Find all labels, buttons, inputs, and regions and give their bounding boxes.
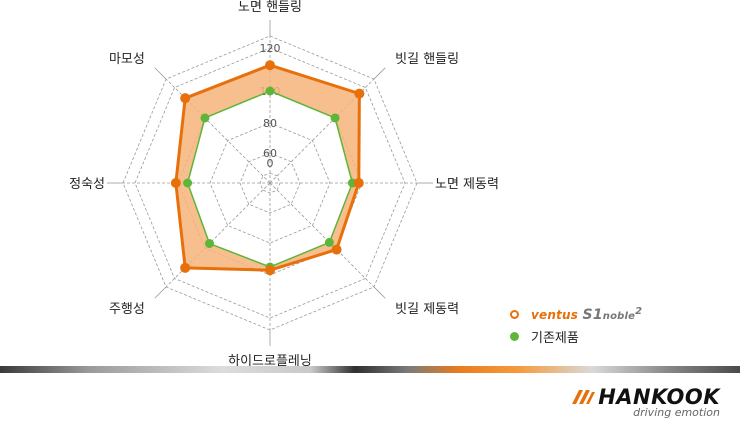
tick-label: 120 bbox=[260, 42, 281, 55]
axis-label: 하이드로플레닝 bbox=[228, 354, 312, 366]
chart-legend: ventus S1noble2 기존제품 bbox=[510, 303, 642, 347]
grid-spoke-ext bbox=[373, 286, 386, 299]
axis-label: 빗길 핸들링 bbox=[395, 51, 459, 67]
series-point-ventus bbox=[331, 244, 342, 255]
grid-spoke-ext bbox=[154, 67, 167, 80]
axis-label: 노면 핸들링 bbox=[238, 0, 302, 15]
axis-label: 빗길 제동력 bbox=[395, 302, 459, 317]
axis-label: 정숙성 bbox=[69, 177, 105, 192]
hankook-flame-icon bbox=[572, 390, 596, 404]
hankook-logo: HANKOOK driving emotion bbox=[570, 385, 720, 419]
tick-label: 80 bbox=[263, 117, 277, 130]
grid-spoke-ext bbox=[154, 286, 167, 299]
legend-ventus-word: ventus bbox=[531, 307, 579, 322]
legend-ventus-suffix: noble bbox=[602, 310, 636, 322]
series-point-ventus bbox=[180, 262, 191, 273]
legend-marker-baseline bbox=[510, 331, 519, 341]
series-point-baseline bbox=[183, 178, 193, 188]
series-point-ventus bbox=[354, 88, 365, 99]
logo-tagline: driving emotion bbox=[633, 406, 720, 419]
radar-series bbox=[170, 60, 365, 276]
legend-label-ventus: ventus S1noble2 bbox=[531, 306, 642, 323]
tick-label: 0 bbox=[267, 157, 274, 170]
axis-label: 주행성 bbox=[109, 301, 145, 317]
legend-label-baseline: 기존제품 bbox=[531, 330, 579, 346]
series-point-baseline bbox=[204, 239, 214, 249]
decorative-stripe bbox=[0, 366, 740, 373]
legend-marker-ventus bbox=[510, 309, 519, 319]
series-point-ventus bbox=[170, 178, 181, 188]
legend-item-baseline: 기존제품 bbox=[510, 325, 642, 347]
tick-label: 60 bbox=[263, 147, 277, 160]
series-point-baseline bbox=[200, 113, 210, 123]
grid-spoke-ext bbox=[373, 67, 386, 80]
legend-ventus-sup: 2 bbox=[635, 305, 643, 317]
series-point-baseline bbox=[330, 113, 340, 123]
series-point-ventus bbox=[265, 265, 275, 276]
axis-label: 마모성 bbox=[109, 52, 145, 67]
series-point-ventus bbox=[265, 60, 275, 71]
series-point-ventus bbox=[180, 93, 191, 104]
series-difference-area bbox=[175, 65, 360, 271]
series-point-baseline bbox=[324, 237, 334, 247]
axis-label: 노면 제동력 bbox=[435, 177, 499, 192]
series-point-baseline bbox=[265, 86, 275, 96]
legend-item-ventus: ventus S1noble2 bbox=[510, 303, 642, 325]
grid-spoke bbox=[269, 182, 375, 288]
grid-ring bbox=[209, 122, 331, 244]
series-point-ventus bbox=[353, 178, 364, 188]
logo-wordmark: HANKOOK bbox=[598, 385, 720, 409]
legend-ventus-model: S1 bbox=[582, 306, 603, 323]
grid-ring bbox=[134, 47, 406, 319]
radar-tick-labels: 06080100120 bbox=[260, 42, 281, 170]
